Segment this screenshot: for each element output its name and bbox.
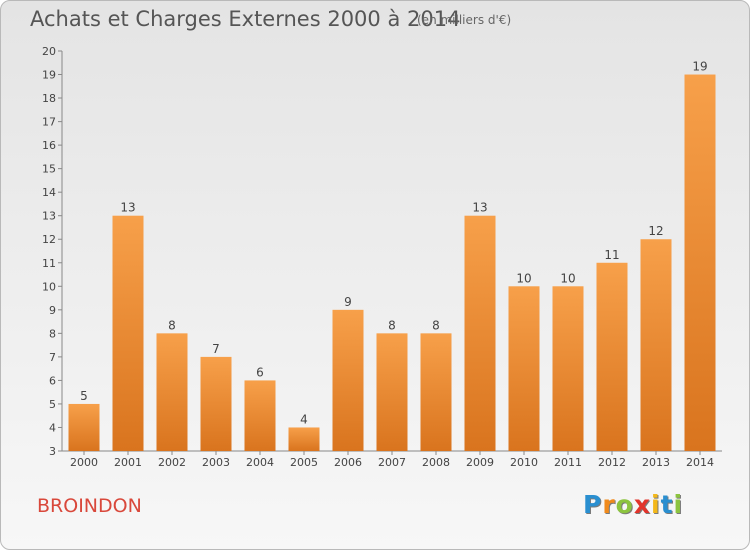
bar	[112, 215, 144, 451]
y-tick-label: 3	[49, 445, 56, 458]
bar-value-label: 13	[120, 201, 135, 215]
y-tick-label: 4	[49, 421, 56, 434]
y-tick-label: 20	[42, 45, 56, 58]
bar-value-label: 5	[80, 389, 88, 403]
x-tick-label: 2003	[202, 456, 230, 469]
x-tick-label: 2000	[70, 456, 98, 469]
commune-name: BROINDON	[37, 495, 142, 517]
y-tick-label: 16	[42, 139, 56, 152]
x-tick-label: 2004	[246, 456, 274, 469]
logo-letter: r	[602, 490, 616, 519]
bar-value-label: 13	[472, 201, 487, 215]
bar-value-label: 8	[388, 318, 396, 332]
bar	[684, 74, 716, 451]
logo-letter: t	[660, 490, 674, 519]
y-tick-label: 10	[42, 280, 56, 293]
y-tick-label: 15	[42, 163, 56, 176]
chart-subtitle: (en milliers d'€)	[417, 13, 512, 27]
chart-title: Achats et Charges Externes 2000 à 2014	[30, 7, 461, 31]
x-tick-label: 2006	[334, 456, 362, 469]
x-tick-label: 2012	[598, 456, 626, 469]
bar-value-label: 11	[604, 248, 619, 262]
proxiti-logo: Proxiti	[583, 490, 683, 519]
bar-value-label: 7	[212, 342, 220, 356]
bar	[68, 403, 100, 451]
bar-value-label: 19	[692, 60, 707, 74]
bar-value-label: 6	[256, 365, 264, 379]
x-tick-label: 2005	[290, 456, 318, 469]
x-tick-label: 2009	[466, 456, 494, 469]
logo-letter: i	[651, 490, 661, 519]
bar	[156, 333, 188, 451]
bar	[376, 333, 408, 451]
logo-letter: o	[615, 490, 634, 519]
bar	[244, 380, 276, 451]
bar	[552, 286, 584, 451]
bar	[508, 286, 540, 451]
y-tick-label: 19	[42, 69, 56, 82]
y-tick-label: 12	[42, 233, 56, 246]
bar-value-label: 4	[300, 412, 308, 426]
bar	[640, 239, 672, 451]
y-tick-label: 11	[42, 257, 56, 270]
y-tick-label: 13	[42, 210, 56, 223]
x-tick-label: 2011	[554, 456, 582, 469]
x-tick-label: 2010	[510, 456, 538, 469]
y-tick-label: 18	[42, 92, 56, 105]
x-tick-label: 2002	[158, 456, 186, 469]
logo-letter: i	[673, 490, 684, 519]
logo-letter: P	[583, 490, 603, 519]
y-tick-label: 14	[42, 186, 56, 199]
bar-value-label: 9	[344, 295, 352, 309]
bar	[420, 333, 452, 451]
logo-letter: x	[633, 490, 651, 519]
bar	[288, 427, 320, 451]
y-tick-label: 17	[42, 116, 56, 129]
bar	[596, 262, 628, 451]
bar	[332, 309, 364, 451]
y-tick-label: 6	[49, 374, 56, 387]
x-tick-label: 2014	[686, 456, 714, 469]
x-tick-label: 2013	[642, 456, 670, 469]
y-tick-label: 9	[49, 304, 56, 317]
y-tick-label: 8	[49, 327, 56, 340]
bar-value-label: 8	[168, 318, 176, 332]
x-tick-label: 2001	[114, 456, 142, 469]
x-tick-label: 2007	[378, 456, 406, 469]
bar-value-label: 12	[648, 224, 663, 238]
bar-value-label: 8	[432, 318, 440, 332]
bar-value-label: 10	[560, 271, 575, 285]
x-tick-label: 2008	[422, 456, 450, 469]
y-tick-label: 5	[49, 398, 56, 411]
bar-value-label: 10	[516, 271, 531, 285]
bar	[464, 215, 496, 451]
y-tick-label: 7	[49, 351, 56, 364]
bar	[200, 356, 232, 451]
